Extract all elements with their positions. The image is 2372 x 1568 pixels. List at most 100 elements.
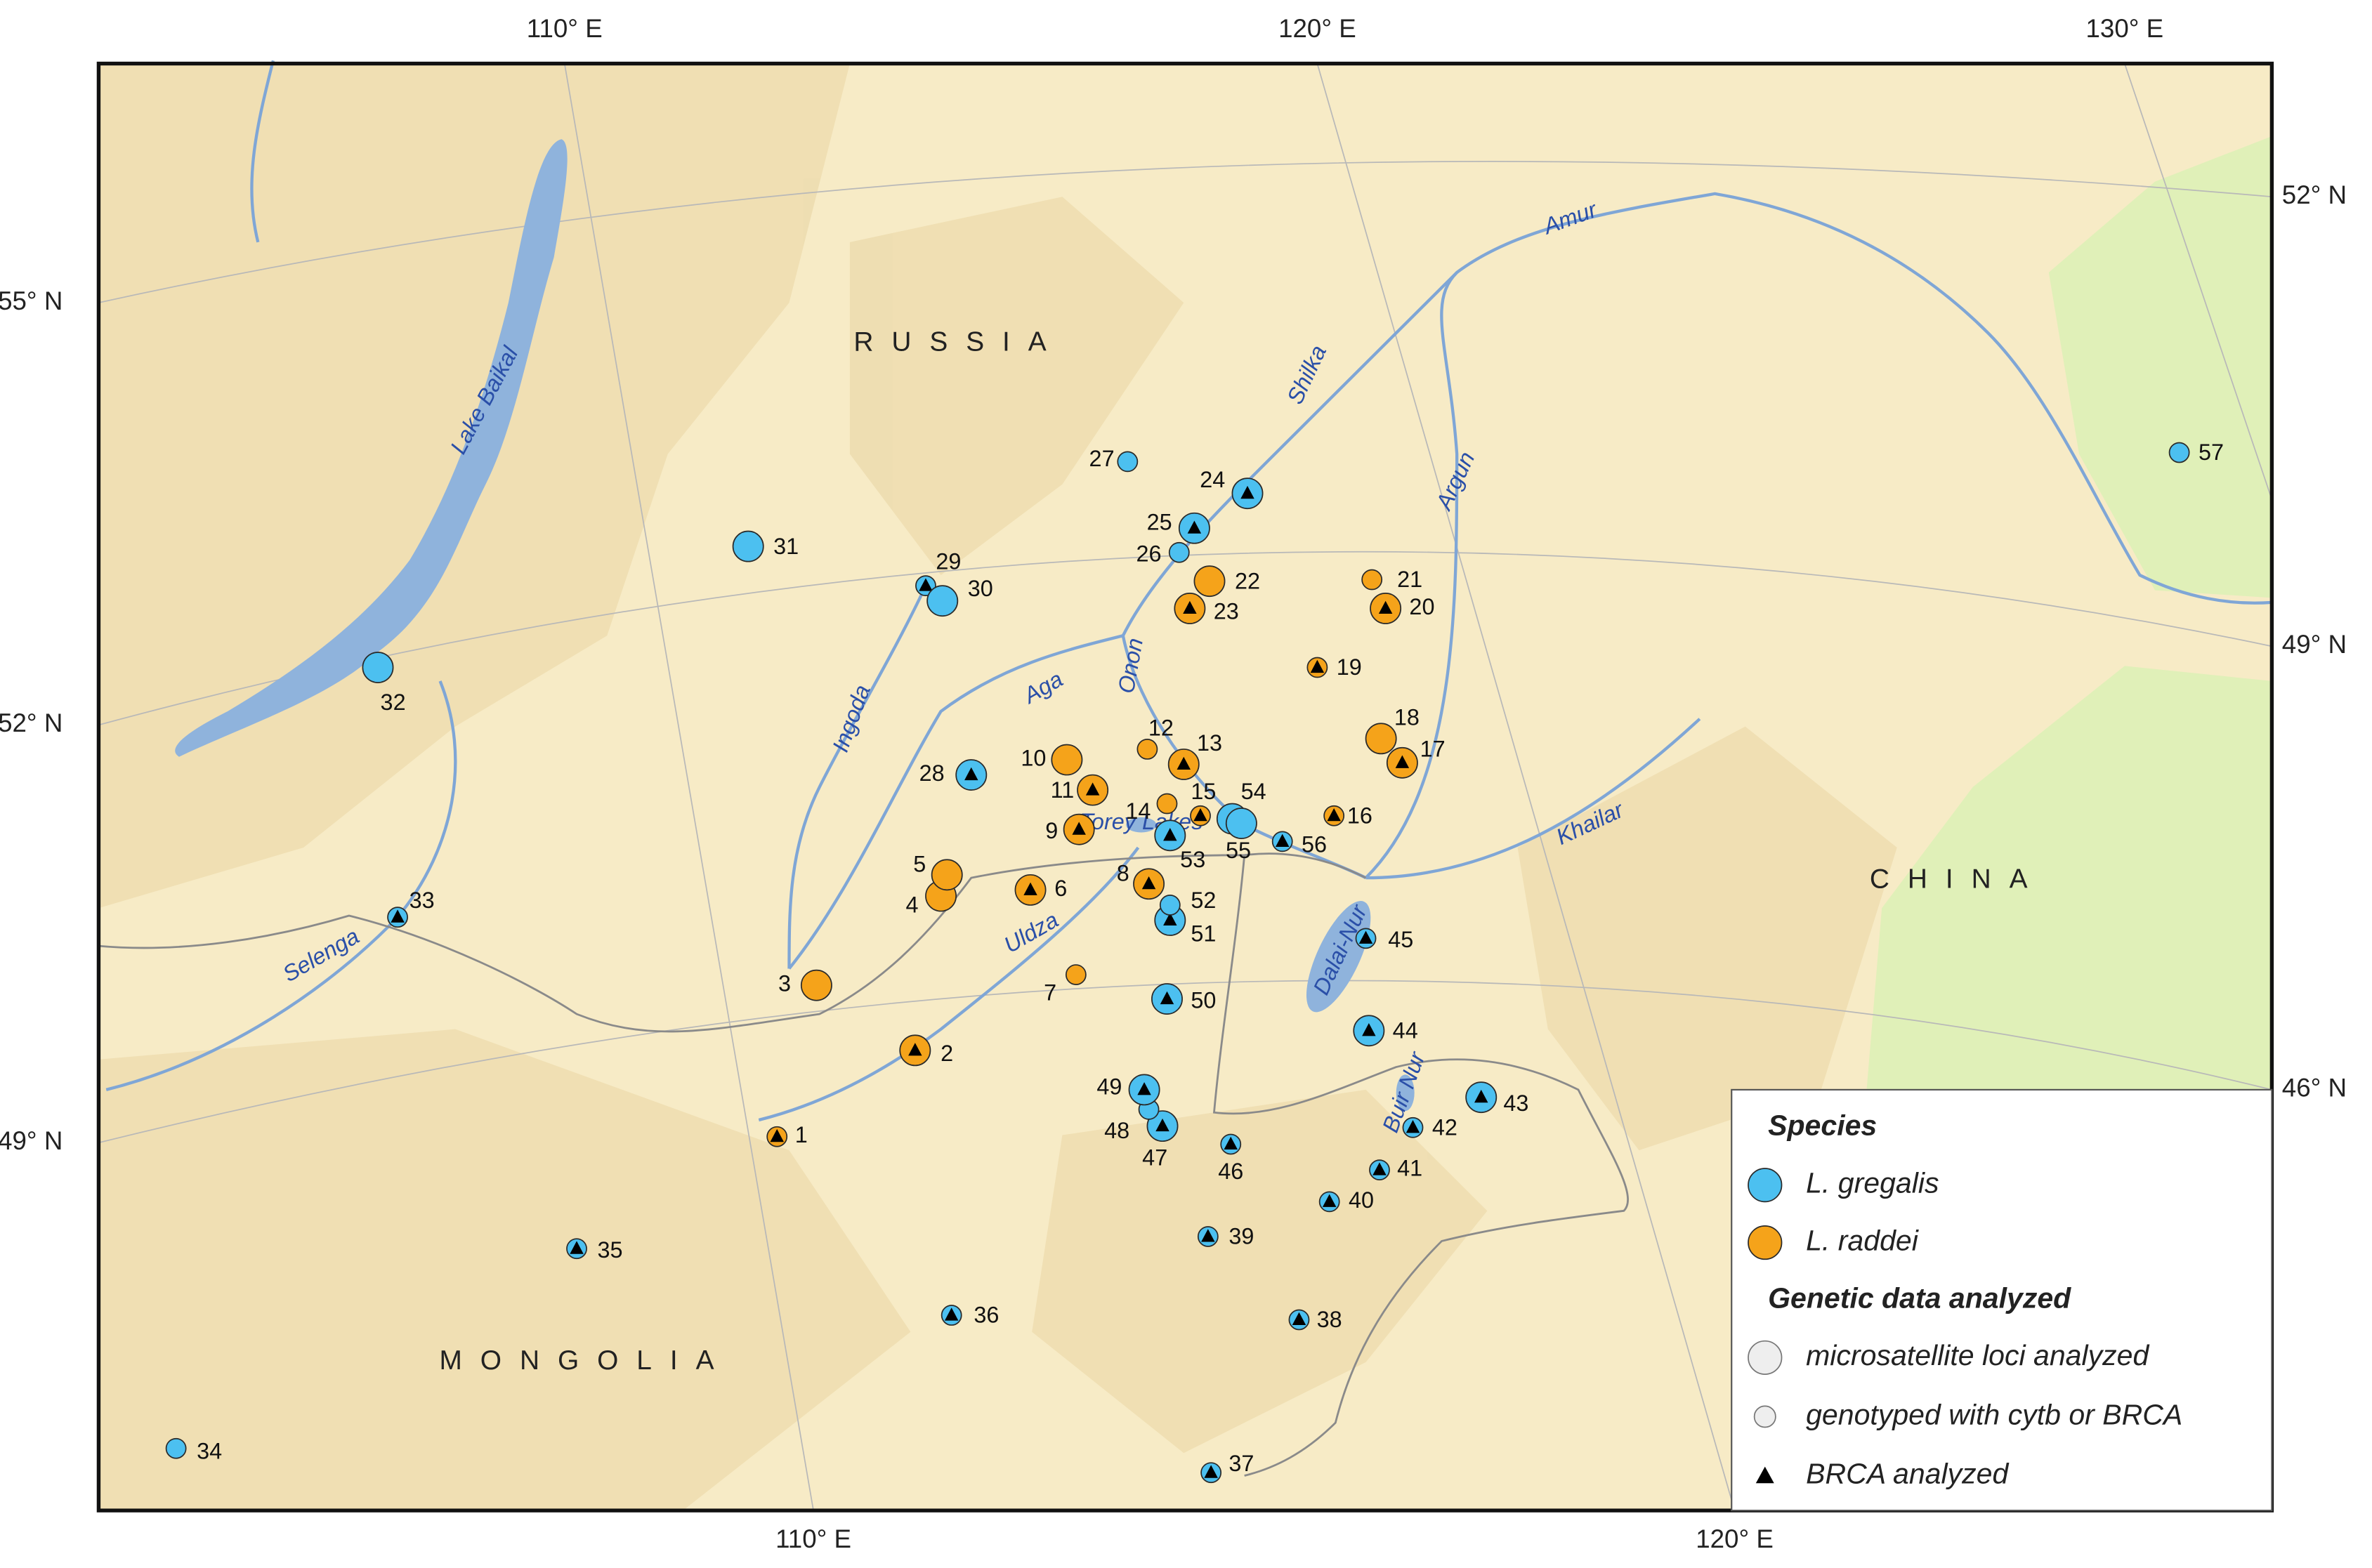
site: 11 <box>1051 774 1109 806</box>
site-label: 15 <box>1191 779 1216 804</box>
site: 3 <box>778 969 832 1001</box>
site-label: 27 <box>1089 446 1115 471</box>
site: 45 <box>1355 927 1413 952</box>
site: 14 <box>1125 793 1178 824</box>
site-label: 44 <box>1393 1018 1418 1043</box>
site: 16 <box>1323 803 1372 828</box>
graticule-label: 120° E <box>1278 14 1356 43</box>
site: 41 <box>1369 1156 1422 1181</box>
site: 20 <box>1370 593 1434 624</box>
site-marker <box>800 969 832 1001</box>
site-label: 40 <box>1349 1187 1374 1213</box>
site: 9 <box>1045 813 1095 845</box>
rivers <box>105 60 2272 1122</box>
site: 21 <box>1361 567 1422 592</box>
site-label: 24 <box>1200 467 1225 492</box>
site-label: 14 <box>1125 798 1151 824</box>
site: 32 <box>362 652 406 715</box>
site: 47 <box>1142 1110 1179 1171</box>
site-label: 55 <box>1226 838 1251 863</box>
legend-label: genotyped with cytb or BRCA <box>1806 1398 2182 1430</box>
site-label: 34 <box>197 1439 222 1464</box>
site: 15 <box>1190 779 1216 826</box>
site: 7 <box>1044 964 1087 1006</box>
site-label: 41 <box>1397 1156 1422 1181</box>
site-label: 54 <box>1241 779 1266 804</box>
site-label: 39 <box>1228 1224 1254 1249</box>
legend-heading: Genetic data analyzed <box>1768 1282 2071 1314</box>
site-label: 19 <box>1337 654 1362 680</box>
site: 43 <box>1465 1081 1528 1116</box>
site-marker <box>732 530 764 562</box>
graticule-label: 46° N <box>2282 1074 2347 1102</box>
torey-lakes <box>1126 817 1157 833</box>
site-label: 38 <box>1317 1307 1342 1332</box>
country-label: CHINA <box>1870 864 2046 895</box>
site-marker <box>1159 895 1181 916</box>
site: 13 <box>1167 730 1222 780</box>
graticule-label: 52° N <box>2282 180 2347 209</box>
brca-triangle <box>1474 1089 1488 1103</box>
legend-label: L. raddei <box>1806 1224 1920 1256</box>
site: 10 <box>1021 744 1083 776</box>
site: 25 <box>1147 509 1210 544</box>
brca-triangle <box>1372 1162 1387 1175</box>
site: 57 <box>2168 440 2224 465</box>
site: 36 <box>941 1303 999 1328</box>
site: 42 <box>1402 1115 1457 1140</box>
site: 22 <box>1193 565 1260 598</box>
site-label: 37 <box>1228 1451 1254 1476</box>
brca-triangle <box>1378 600 1393 614</box>
site: 1 <box>766 1122 808 1147</box>
site-label: 26 <box>1136 541 1162 567</box>
site: 8 <box>1117 860 1165 900</box>
brca-triangle <box>1193 808 1207 822</box>
site-marker <box>1051 744 1083 776</box>
graticule-label: 49° N <box>0 1126 63 1155</box>
brca-triangle <box>1322 1194 1337 1207</box>
site-label: 53 <box>1180 847 1205 872</box>
site-label: 6 <box>1054 876 1067 901</box>
brca-triangle <box>1072 822 1086 835</box>
site: 37 <box>1200 1451 1254 1484</box>
site-marker <box>1168 541 1190 563</box>
site-label: 16 <box>1347 803 1372 828</box>
country-label: RUSSIA <box>853 327 1064 357</box>
site-label: 51 <box>1191 921 1216 947</box>
site: 40 <box>1318 1187 1374 1213</box>
site-label: 31 <box>773 534 799 559</box>
site-label: 12 <box>1148 715 1174 740</box>
brca-triangle <box>1023 882 1037 895</box>
brca-triangle <box>1177 756 1191 770</box>
site-label: 47 <box>1142 1145 1167 1171</box>
site-marker <box>1136 739 1158 760</box>
brca-triangle <box>908 1043 922 1056</box>
site-marker <box>1117 451 1139 473</box>
site-marker <box>2168 442 2190 463</box>
site: 53 <box>1154 819 1205 872</box>
map-frame <box>96 61 2274 1513</box>
site-label: 20 <box>1409 594 1434 619</box>
site-label: 3 <box>778 971 791 996</box>
site-label: 5 <box>913 851 926 876</box>
brca-triangle <box>1187 520 1202 534</box>
site-label: 57 <box>2199 440 2224 465</box>
site: 38 <box>1288 1307 1342 1332</box>
legend-symbol <box>1753 1405 1776 1428</box>
lowland-china <box>1866 666 2272 1090</box>
site-label: 8 <box>1117 860 1129 885</box>
brca-triangle <box>1240 485 1254 499</box>
dalai-nur <box>1306 901 1371 1013</box>
site-label: 4 <box>906 892 919 918</box>
brca-triangle <box>1362 1023 1376 1036</box>
site-marker <box>362 652 394 683</box>
site-marker <box>1156 793 1178 815</box>
brca-triangle <box>1405 1120 1420 1133</box>
legend-swatch <box>1748 1168 1783 1203</box>
site-label: 56 <box>1302 831 1327 857</box>
brca-triangle <box>1358 930 1373 944</box>
sites: 1234567891011121314151617181920212223242… <box>165 440 2224 1484</box>
graticule-label: 130° E <box>2086 14 2164 43</box>
site: 46 <box>1218 1133 1243 1184</box>
site-label: 9 <box>1045 818 1058 843</box>
